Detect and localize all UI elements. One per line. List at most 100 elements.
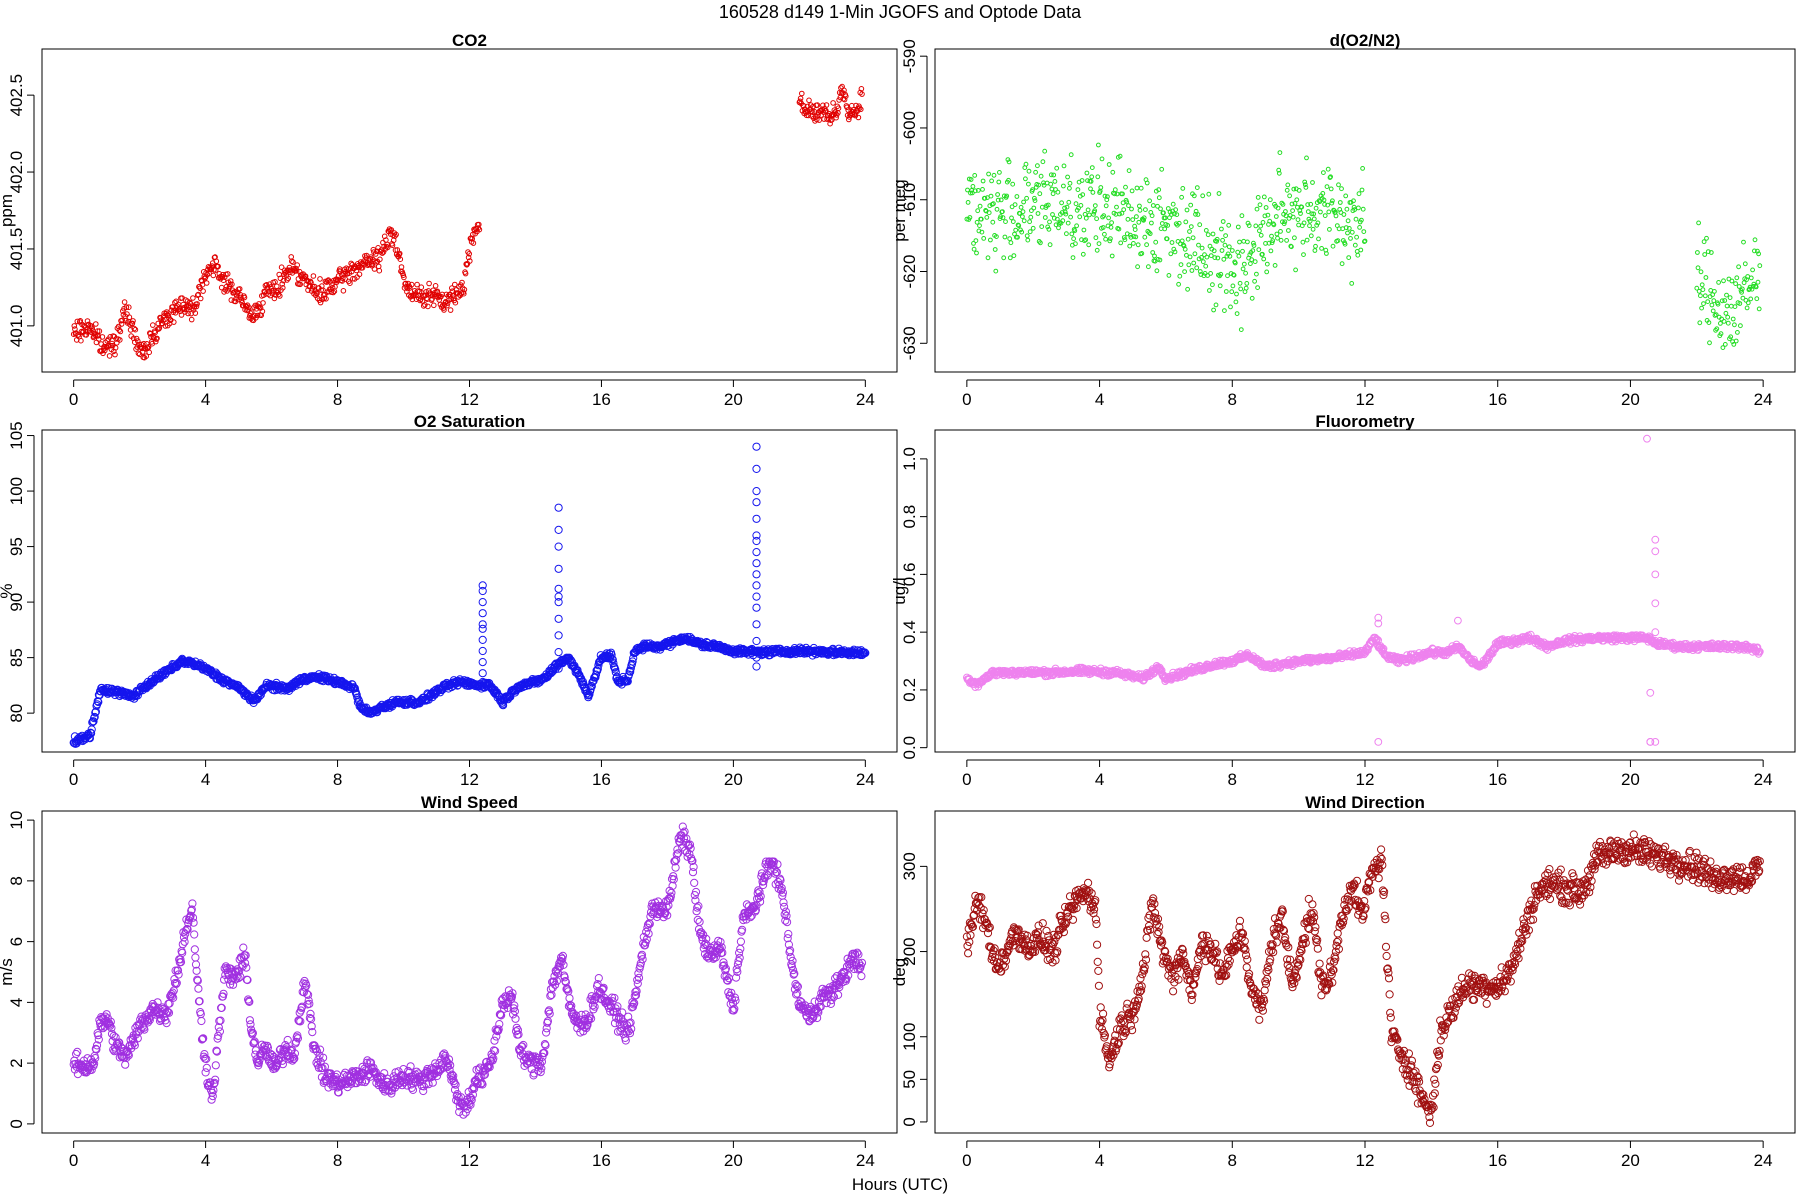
d-o2-n2-point	[1284, 187, 1290, 193]
d-o2-n2-point	[1732, 304, 1738, 310]
d-o2-n2-point	[1308, 201, 1314, 207]
d-o2-n2-point	[1278, 237, 1284, 243]
o2-saturation-y-tick-label: 85	[7, 648, 26, 667]
o2-saturation-spike-point	[478, 658, 487, 667]
d-o2-n2-point	[1123, 184, 1128, 190]
d-o2-n2-point	[1719, 316, 1724, 322]
d-o2-n2-point	[1351, 198, 1356, 204]
co2-point	[805, 112, 812, 119]
o2-saturation-spike-point	[554, 503, 563, 512]
d-o2-n2-point	[1322, 213, 1328, 219]
d-o2-n2-point	[1157, 257, 1163, 263]
d-o2-n2-point	[1138, 185, 1144, 191]
co2-point	[476, 221, 482, 228]
d-o2-n2-point	[1092, 208, 1098, 214]
d-o2-n2-point	[1121, 207, 1127, 213]
d-o2-n2-point	[1134, 185, 1140, 191]
d-o2-n2-point	[1307, 218, 1313, 224]
d-o2-n2-point	[1220, 219, 1226, 224]
d-o2-n2-point	[1137, 203, 1142, 209]
co2-point	[119, 317, 125, 324]
d-o2-n2-point	[1223, 289, 1229, 294]
d-o2-n2-point	[1000, 215, 1006, 221]
d-o2-n2-point	[1121, 235, 1127, 240]
d-o2-n2-point	[1736, 264, 1741, 270]
d-o2-n2-point	[1119, 210, 1125, 216]
co2-point	[245, 304, 252, 311]
d-o2-n2-point	[1120, 191, 1125, 197]
d-o2-n2-point	[1731, 342, 1737, 347]
d-o2-n2-point	[1108, 224, 1114, 230]
d-o2-n2-point	[1024, 233, 1030, 239]
d-o2-n2-point	[1117, 211, 1122, 217]
o2-saturation-point	[88, 718, 97, 727]
co2-point	[78, 337, 84, 344]
d-o2-n2-point	[1108, 236, 1113, 242]
d-o2-n2-point	[972, 188, 978, 194]
d-o2-n2-point	[1314, 222, 1320, 228]
d-o2-n2-point	[1183, 219, 1189, 225]
d-o2-n2-point	[1135, 264, 1140, 270]
d-o2-n2-point	[1188, 202, 1194, 208]
fluorometry-points	[963, 434, 1764, 746]
co2-y-tick-label: 402.0	[7, 151, 26, 194]
co2-x-tick-label: 24	[856, 390, 875, 409]
d-o2-n2-point	[1187, 229, 1192, 234]
d-o2-n2-point	[1738, 323, 1743, 329]
d-o2-n2-point	[1750, 267, 1755, 273]
wind-speed-x-tick-label: 4	[201, 1151, 210, 1170]
d-o2-n2-point	[1252, 259, 1258, 265]
co2-point	[425, 303, 431, 310]
co2-point	[171, 319, 177, 325]
d-o2-n2-point	[1194, 185, 1200, 191]
co2-point	[858, 106, 864, 113]
co2-x-tick-label: 4	[201, 390, 210, 409]
d-o2-n2-point	[1088, 179, 1094, 184]
d-o2-n2-point	[1265, 212, 1271, 218]
d-o2-n2-point	[1250, 248, 1256, 254]
co2-point	[133, 335, 140, 342]
d-o2-n2-point	[1301, 252, 1306, 258]
d-o2-n2-point	[1704, 235, 1709, 241]
d-o2-n2-point	[1002, 234, 1008, 240]
fluorometry-y-tick-label: 0.8	[900, 505, 919, 529]
co2-point	[858, 86, 865, 92]
d-o2-n2-point	[1184, 207, 1190, 213]
d-o2-n2-point	[1333, 213, 1339, 219]
wind-speed-point	[201, 1068, 210, 1077]
d-o2-n2-point	[1215, 255, 1221, 261]
d-o2-n2-point	[1343, 225, 1349, 231]
fluorometry-spike-point	[1651, 738, 1660, 746]
d-o2-n2-point	[1722, 298, 1728, 303]
d-o2-n2-point	[1191, 260, 1197, 266]
d-o2-n2-point	[1737, 301, 1743, 306]
d-o2-n2-point	[1276, 170, 1282, 176]
d-o2-n2-point	[1217, 283, 1223, 289]
wind-speed-point	[73, 1047, 82, 1057]
d-o2-n2-point	[1155, 203, 1160, 209]
d-o2-n2-point	[1179, 194, 1184, 200]
d-o2-n2-point	[1199, 245, 1205, 251]
o2-saturation-y-tick-label: 100	[7, 477, 26, 505]
d-o2-n2-point	[1015, 222, 1021, 228]
d-o2-n2-x-tick-label: 20	[1621, 390, 1640, 409]
d-o2-n2-point	[1210, 282, 1215, 288]
d-o2-n2-point	[1219, 248, 1225, 253]
d-o2-n2-point	[1235, 249, 1241, 255]
o2-saturation-point	[89, 717, 98, 726]
d-o2-n2-point	[1741, 239, 1746, 245]
co2-point	[461, 286, 468, 293]
d-o2-n2-point	[1245, 239, 1250, 245]
o2-saturation-spike-point	[752, 548, 761, 557]
figure-x-label: Hours (UTC)	[852, 1175, 948, 1194]
d-o2-n2-point	[1755, 279, 1761, 285]
d-o2-n2-point	[1032, 198, 1038, 204]
co2-point	[259, 308, 266, 315]
d-o2-n2-point	[1260, 220, 1266, 225]
co2-point	[402, 280, 409, 287]
d-o2-n2-point	[984, 215, 990, 220]
co2-point	[444, 302, 450, 309]
d-o2-n2-point	[1110, 169, 1116, 175]
d-o2-n2-point	[1001, 255, 1007, 261]
co2-point	[131, 325, 137, 332]
